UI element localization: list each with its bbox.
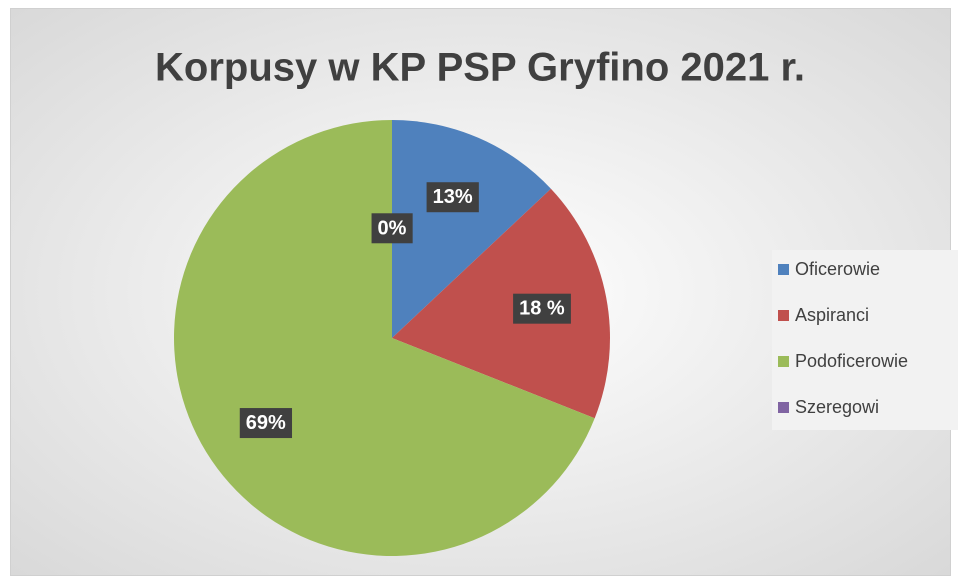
legend: [772, 250, 958, 430]
legend-label: Aspiranci: [795, 305, 869, 325]
data-label: 18 %: [519, 298, 565, 320]
data-label-box: [426, 182, 479, 213]
data-label: 0%: [378, 217, 407, 239]
legend-swatch: [778, 356, 789, 367]
pie-slice: [392, 188, 611, 419]
data-label-box: [513, 293, 571, 324]
legend-swatch: [778, 264, 789, 275]
chart-title: Korpusy w KP PSP Gryfino 2021 r.: [155, 46, 805, 90]
data-label: 69%: [246, 412, 286, 434]
data-label-box: [239, 408, 293, 439]
pie-slice: [173, 120, 595, 556]
pie-slice: [392, 120, 551, 338]
legend-label: Podoficerowie: [795, 351, 908, 371]
legend-swatch: [778, 402, 789, 413]
legend-label: Oficerowie: [795, 259, 880, 279]
legend-label: Szeregowi: [795, 397, 879, 417]
data-label-box: [371, 213, 413, 244]
data-label: 13%: [433, 186, 473, 208]
legend-swatch: [778, 310, 789, 321]
